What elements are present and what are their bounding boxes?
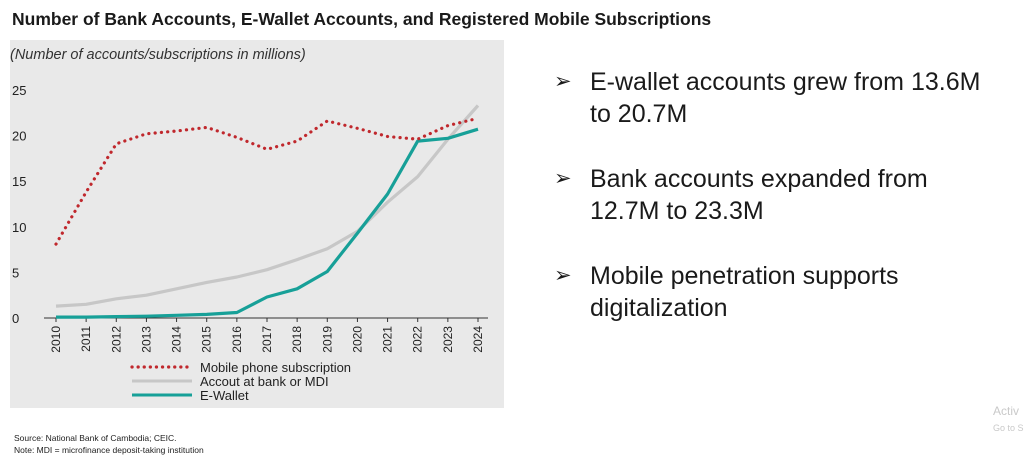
y-tick-label: 10: [12, 220, 26, 235]
chart-subtitle: (Number of accounts/subscriptions in mil…: [10, 47, 306, 63]
bullet-text: Bank accounts expanded from 12.7M to 23.…: [590, 165, 928, 225]
slide-title: Number of Bank Accounts, E-Wallet Accoun…: [12, 9, 712, 29]
series-line-accout-at-bank-or-mdi: [55, 104, 480, 308]
x-tick-label: 2018: [290, 326, 304, 353]
x-tick-label: 2016: [230, 326, 244, 353]
series-line-e-wallet: [56, 127, 479, 319]
legend-label: E-Wallet: [200, 388, 249, 403]
watermark-line1: Activ: [993, 404, 1020, 418]
x-tick-label: 2012: [109, 326, 123, 353]
series-line-mobile-phone-subscription: [54, 116, 480, 246]
legend-label: Mobile phone subscription: [200, 360, 351, 375]
activation-watermark: Activ Go to S: [993, 403, 1024, 437]
bullet-item: ➢ E-wallet accounts grew from 13.6M to 2…: [552, 66, 992, 130]
mdi-note: Note: MDI = microfinance deposit-taking …: [14, 445, 204, 455]
chart-panel: 0 5 10 15 20 25 2010 2011 2012 2013 2014 2015 2016 20…: [10, 40, 504, 408]
x-tick-label: 2023: [441, 326, 455, 353]
x-tick-label: 2021: [381, 326, 395, 353]
arrow-bullet-icon: ➢: [554, 70, 572, 93]
bullet-text: E-wallet accounts grew from 13.6M to 20.…: [590, 68, 981, 128]
y-tick-label: 15: [12, 174, 26, 189]
y-tick-label: 5: [12, 265, 19, 280]
bullet-list: ➢ E-wallet accounts grew from 13.6M to 2…: [552, 66, 992, 357]
x-tick-label: 2010: [49, 326, 63, 353]
x-tick-label: 2017: [260, 326, 274, 353]
arrow-bullet-icon: ➢: [554, 167, 572, 190]
x-tick-label: 2020: [350, 326, 364, 353]
bullet-item: ➢ Mobile penetration supports digitaliza…: [552, 260, 992, 324]
watermark-line2: Go to S: [993, 423, 1024, 433]
line-chart: 0 5 10 15 20 25 2010 2011 2012 2013 2014 2015 2016 20…: [12, 83, 488, 403]
arrow-bullet-icon: ➢: [554, 264, 572, 287]
bullet-item: ➢ Bank accounts expanded from 12.7M to 2…: [552, 163, 992, 227]
bullet-text: Mobile penetration supports digitalizati…: [590, 262, 899, 322]
y-tick-label: 25: [12, 83, 26, 98]
y-tick-label: 0: [12, 311, 19, 326]
x-tick-label: 2014: [170, 326, 184, 353]
legend-label: Accout at bank or MDI: [200, 374, 329, 389]
x-tick-label: 2024: [471, 326, 485, 353]
x-tick-label: 2022: [411, 326, 425, 353]
x-tick-label: 2013: [139, 326, 153, 353]
source-note: Source: National Bank of Cambodia; CEIC.: [14, 433, 177, 443]
footnotes: Source: National Bank of Cambodia; CEIC.…: [14, 432, 204, 456]
x-tick-label: 2015: [200, 326, 214, 353]
x-tick-label: 2011: [79, 326, 93, 352]
y-tick-label: 20: [12, 129, 26, 144]
x-tick-label: 2019: [320, 326, 334, 353]
